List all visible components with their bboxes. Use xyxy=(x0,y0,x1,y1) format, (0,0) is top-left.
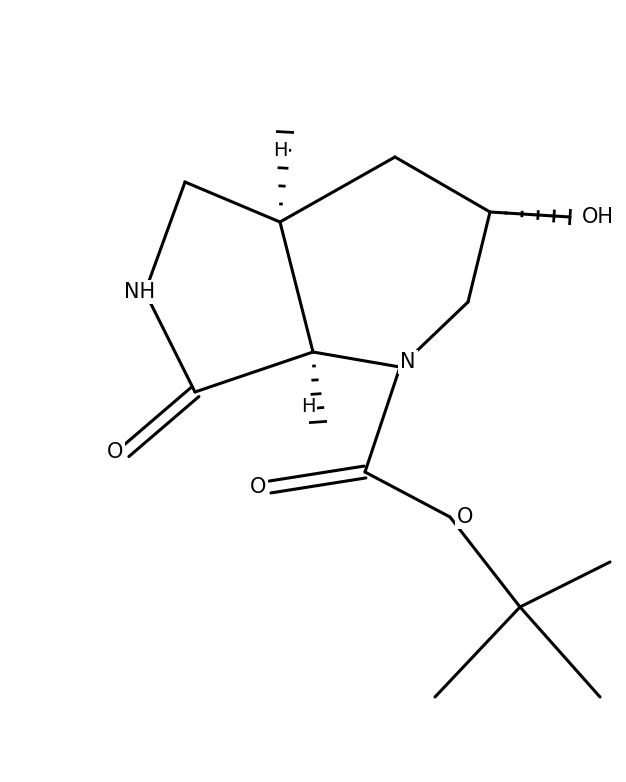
Text: NH: NH xyxy=(125,282,156,302)
Text: O: O xyxy=(107,442,123,462)
Text: O: O xyxy=(250,477,266,497)
Text: OH: OH xyxy=(582,207,614,227)
Text: O: O xyxy=(457,507,473,527)
Text: H: H xyxy=(300,397,316,417)
Text: N: N xyxy=(400,352,416,372)
Text: H: H xyxy=(273,141,287,160)
